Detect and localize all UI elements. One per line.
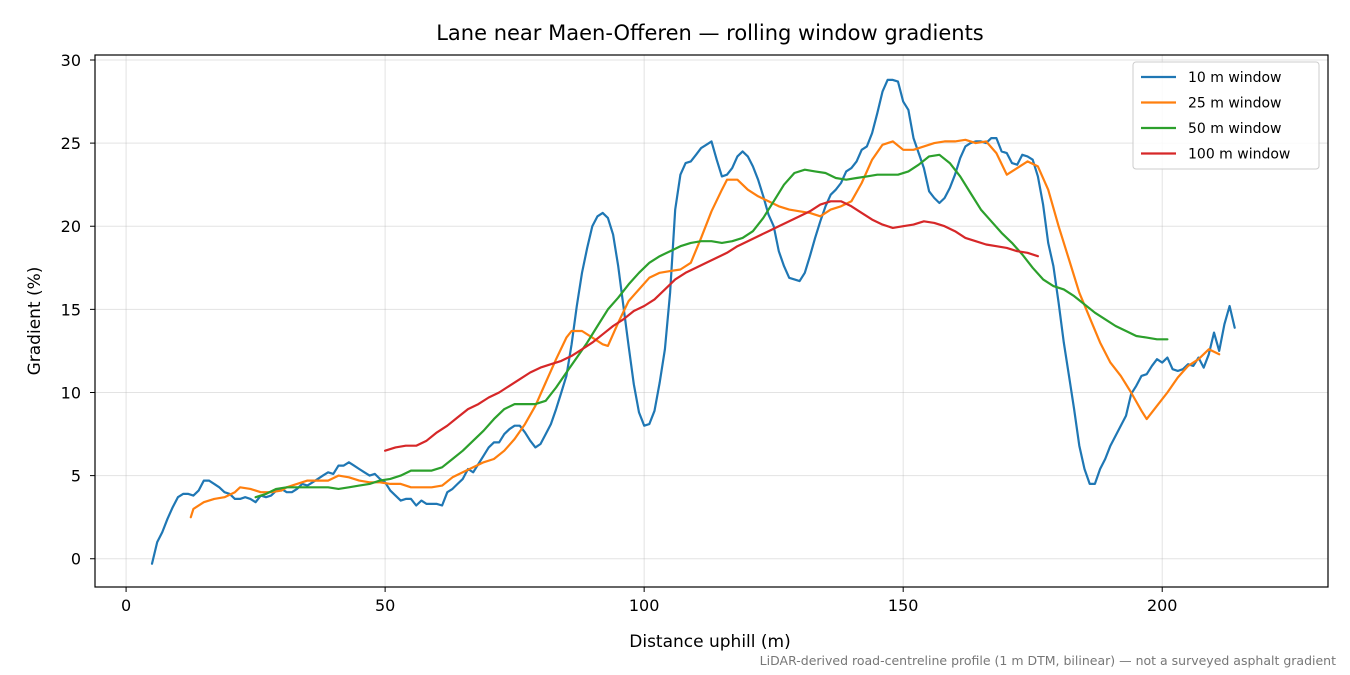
y-axis: 0 5 10 15 20 25 30 (61, 51, 95, 569)
y-tick-label: 10 (61, 383, 81, 402)
y-tick-label: 15 (61, 300, 81, 319)
x-axis: 0 50 100 150 200 (121, 587, 1178, 615)
y-tick-label: 5 (71, 467, 81, 486)
footnote: LiDAR-derived road-centreline profile (1… (760, 653, 1336, 668)
legend-label: 10 m window (1188, 70, 1281, 86)
y-tick-label: 0 (71, 550, 81, 569)
x-tick-label: 100 (629, 596, 660, 615)
y-tick-label: 30 (61, 51, 81, 70)
series-line-1 (150, 78, 1236, 565)
x-tick-label: 200 (1147, 596, 1178, 615)
series-layer (150, 78, 1236, 565)
chart-title: Lane near Maen-Offeren — rolling window … (436, 21, 984, 45)
x-axis-label: Distance uphill (m) (629, 632, 790, 652)
legend-label: 25 m window (1188, 96, 1281, 112)
legend-label: 100 m window (1188, 147, 1290, 163)
x-tick-label: 0 (121, 596, 131, 615)
legend-label: 50 m window (1188, 121, 1281, 137)
y-axis-label: Gradient (%) (25, 267, 45, 376)
series-line-3 (254, 153, 1169, 499)
y-tick-label: 25 (61, 134, 81, 153)
plot-frame (94, 54, 1329, 588)
series-line-4 (384, 200, 1039, 452)
grid (95, 55, 1328, 587)
x-tick-label: 50 (375, 596, 395, 615)
x-tick-label: 150 (888, 596, 919, 615)
series-line-2 (189, 138, 1221, 519)
legend-box (1132, 61, 1320, 170)
legend: 10 m window 25 m window 50 m window 100 m w… (1132, 61, 1320, 170)
y-tick-label: 20 (61, 217, 81, 236)
